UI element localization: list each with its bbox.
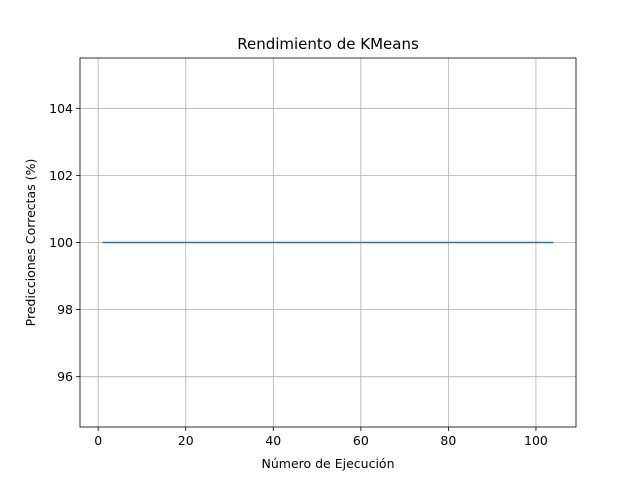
x-tick-label: 0 — [94, 433, 102, 448]
x-tick-label: 80 — [440, 433, 456, 448]
y-tick-label: 102 — [49, 168, 73, 183]
y-tick-label: 100 — [49, 235, 73, 250]
y-tick-label: 96 — [57, 369, 73, 384]
x-tick-label: 40 — [265, 433, 281, 448]
x-axis-label: Número de Ejecución — [262, 456, 395, 471]
y-tick-label: 98 — [57, 302, 73, 317]
x-tick-label: 20 — [178, 433, 194, 448]
y-tick-label: 104 — [49, 101, 73, 116]
ticks: 0 20 40 60 80 100 96 98 100 102 104 — [49, 101, 548, 448]
y-axis-label: Predicciones Correctas (%) — [23, 159, 38, 327]
x-tick-label: 100 — [524, 433, 548, 448]
x-tick-label: 60 — [353, 433, 369, 448]
chart-title: Rendimiento de KMeans — [237, 35, 419, 53]
